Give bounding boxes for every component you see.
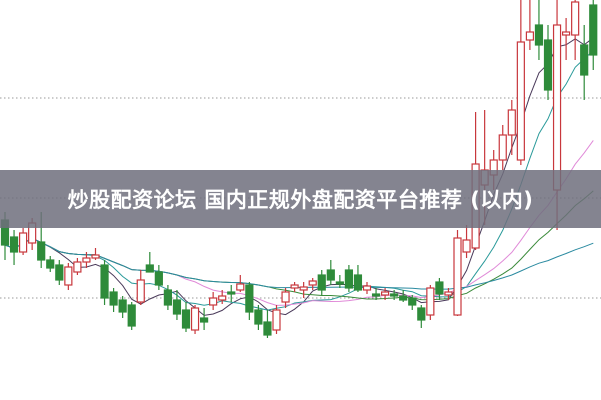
candle-down (326, 269, 335, 281)
candle-down (37, 241, 46, 261)
candle-up (19, 232, 28, 253)
candle-up (308, 280, 317, 286)
candle-up (91, 254, 100, 259)
candle-down (335, 281, 344, 285)
candle-down (353, 274, 363, 291)
candle-down (181, 309, 191, 329)
candle-down (100, 264, 109, 299)
candle-up (136, 279, 145, 303)
candle-up (381, 291, 390, 296)
candle-up (190, 307, 200, 331)
candle-up (571, 1, 580, 36)
candle-down (109, 291, 118, 306)
candle-up (426, 287, 435, 316)
candle-down (200, 317, 209, 323)
candle-down (580, 44, 589, 76)
candle-down (399, 295, 408, 301)
candle-up (290, 284, 299, 289)
candle-up (236, 283, 245, 291)
candle-up (525, 31, 535, 41)
candle-down (163, 289, 172, 306)
candle-down (254, 309, 263, 325)
candle-down (344, 269, 353, 289)
ma10-line (4, 50, 594, 311)
candle-up (552, 24, 562, 191)
candle-up (281, 291, 290, 303)
candle-down (435, 281, 444, 295)
candle-up (444, 291, 453, 296)
candle-up (462, 239, 471, 253)
candle-down (371, 293, 381, 297)
candle-down (9, 236, 19, 253)
title-banner: 炒股配资论坛 国内正规外盘配资平台推荐 (以内) (0, 170, 601, 228)
candle-down (172, 299, 182, 315)
candle-up (73, 261, 82, 273)
candle-down (317, 274, 326, 291)
candle-down (145, 264, 154, 273)
ma60-line (4, 237, 594, 290)
candle-up (561, 31, 571, 36)
candle-down (534, 24, 544, 46)
candle-down (154, 271, 163, 286)
candle-down (245, 284, 254, 313)
candle-up (498, 134, 507, 161)
title-text: 炒股配资论坛 国内正规外盘配资平台推荐 (以内) (67, 188, 534, 212)
candle-down (46, 259, 55, 269)
candle-down (227, 291, 236, 295)
candle-down (263, 321, 272, 336)
candle-down (417, 307, 426, 321)
candle-down (408, 297, 417, 306)
candle-down (55, 264, 64, 281)
candle-up (218, 295, 227, 301)
candle-up (209, 297, 218, 306)
candle-up (299, 286, 308, 291)
candle-down (589, 4, 598, 56)
candle-up (453, 237, 462, 316)
candle-down (390, 293, 399, 297)
candle-down (127, 304, 136, 327)
candle-up (507, 109, 516, 136)
candle-up (272, 309, 281, 331)
candle-up (362, 285, 372, 291)
candle-up (64, 266, 73, 286)
candle-up (82, 257, 91, 263)
candle-down (118, 299, 127, 313)
candle-up (516, 41, 525, 161)
candle-down (543, 39, 553, 91)
